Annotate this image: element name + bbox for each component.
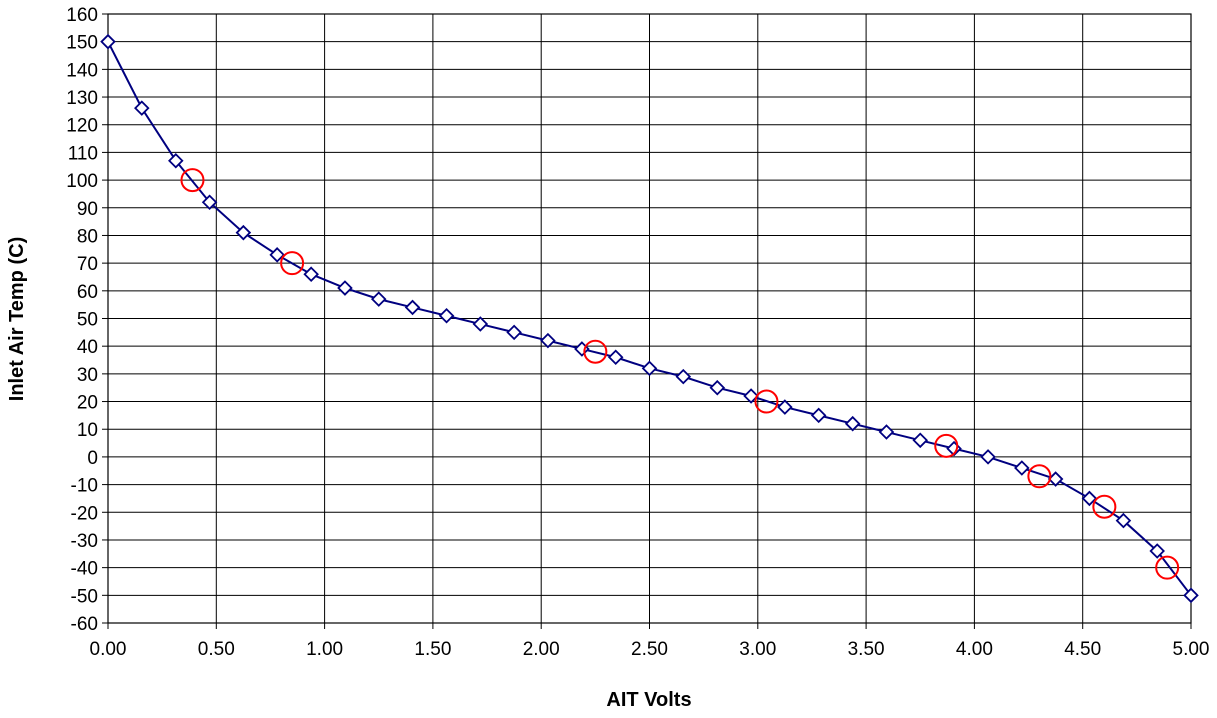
x-tick-label: 4.50 <box>1064 639 1101 660</box>
diamond-point <box>810 407 827 424</box>
diamond-point <box>201 194 218 211</box>
diamond-point <box>1081 490 1098 507</box>
circle-point <box>583 339 608 364</box>
y-tick-label: 70 <box>77 254 98 275</box>
y-tick-label: 40 <box>77 337 98 358</box>
y-tick-label: 130 <box>66 88 98 109</box>
y-tick-label: 0 <box>87 448 98 469</box>
diamond-point <box>472 316 489 332</box>
x-tick-label: 4.00 <box>956 639 993 660</box>
x-tick-label: 3.00 <box>739 639 776 660</box>
x-tick-label: 0.00 <box>90 639 127 660</box>
circle-point <box>934 433 959 458</box>
axes <box>102 13 1192 629</box>
y-tick-label: 140 <box>66 60 98 81</box>
circle-point <box>754 389 779 414</box>
diamond-point <box>641 360 658 377</box>
y-tick-label: 80 <box>77 226 98 247</box>
y-tick-label: -60 <box>71 614 98 635</box>
diamond-point <box>1115 512 1132 529</box>
x-tick-label: 2.50 <box>631 639 668 660</box>
x-tick-label: 1.00 <box>306 639 343 660</box>
diamond-point <box>1014 460 1030 476</box>
plot-area-border <box>107 13 1192 624</box>
y-tick-label: 10 <box>77 420 98 441</box>
y-tick-label: -10 <box>71 476 98 497</box>
circle-point <box>1027 464 1052 489</box>
diamond-point <box>540 332 556 349</box>
y-tick-label: -40 <box>71 559 98 580</box>
diamond-point <box>404 299 421 316</box>
diamond-point <box>438 307 455 324</box>
diamond-point <box>1149 543 1165 559</box>
diamond-point <box>709 379 726 396</box>
diamond-point <box>743 388 759 404</box>
diamond-point <box>777 399 793 415</box>
y-tick-label: 90 <box>77 199 98 220</box>
y-tick-label: 60 <box>77 282 98 303</box>
diamond-point <box>235 224 252 241</box>
x-tick-label: 0.50 <box>198 639 235 660</box>
x-tick-label: 2.00 <box>523 639 560 660</box>
x-tick-label: 5.00 <box>1173 639 1210 660</box>
y-tick-label: -50 <box>71 586 98 607</box>
diamond-point <box>303 266 319 282</box>
series <box>100 33 1199 604</box>
diamond-point <box>980 449 996 465</box>
y-tick-label: 120 <box>66 116 98 137</box>
diamond-point <box>269 247 285 263</box>
y-tick-label: -30 <box>71 531 98 552</box>
y-tick-label: 20 <box>77 393 98 414</box>
y-tick-label: 100 <box>66 171 98 192</box>
circle-point <box>180 168 205 193</box>
diamond-point <box>912 432 929 449</box>
y-tick-label: 30 <box>77 365 98 386</box>
tick-labels: 1601501401301201101009080706050403020100… <box>66 5 1209 660</box>
diamond-point <box>844 415 861 432</box>
diamond-point <box>1183 587 1199 604</box>
diamond-point <box>370 291 387 307</box>
diamond-point <box>506 324 522 341</box>
diamond-point <box>675 368 692 385</box>
y-tick-label: 150 <box>66 33 98 54</box>
diamond-point <box>607 349 624 366</box>
x-axis-title: AIT Volts <box>606 689 691 711</box>
diamond-point <box>337 280 353 296</box>
diamond-point <box>878 424 895 440</box>
diamond-point <box>168 152 184 169</box>
y-tick-label: 110 <box>68 143 98 164</box>
y-axis-title: Inlet Air Temp (C) <box>6 237 28 401</box>
y-tick-label: -20 <box>71 503 98 524</box>
circle-point <box>280 251 305 276</box>
circle-point <box>1092 494 1117 519</box>
y-tick-label: 50 <box>77 310 98 331</box>
x-tick-label: 3.50 <box>848 639 885 660</box>
diamond-point <box>134 100 150 116</box>
x-tick-label: 1.50 <box>414 639 451 660</box>
diamond-point <box>100 33 116 50</box>
circle-point <box>1155 555 1180 580</box>
y-tick-label: 160 <box>66 5 98 26</box>
